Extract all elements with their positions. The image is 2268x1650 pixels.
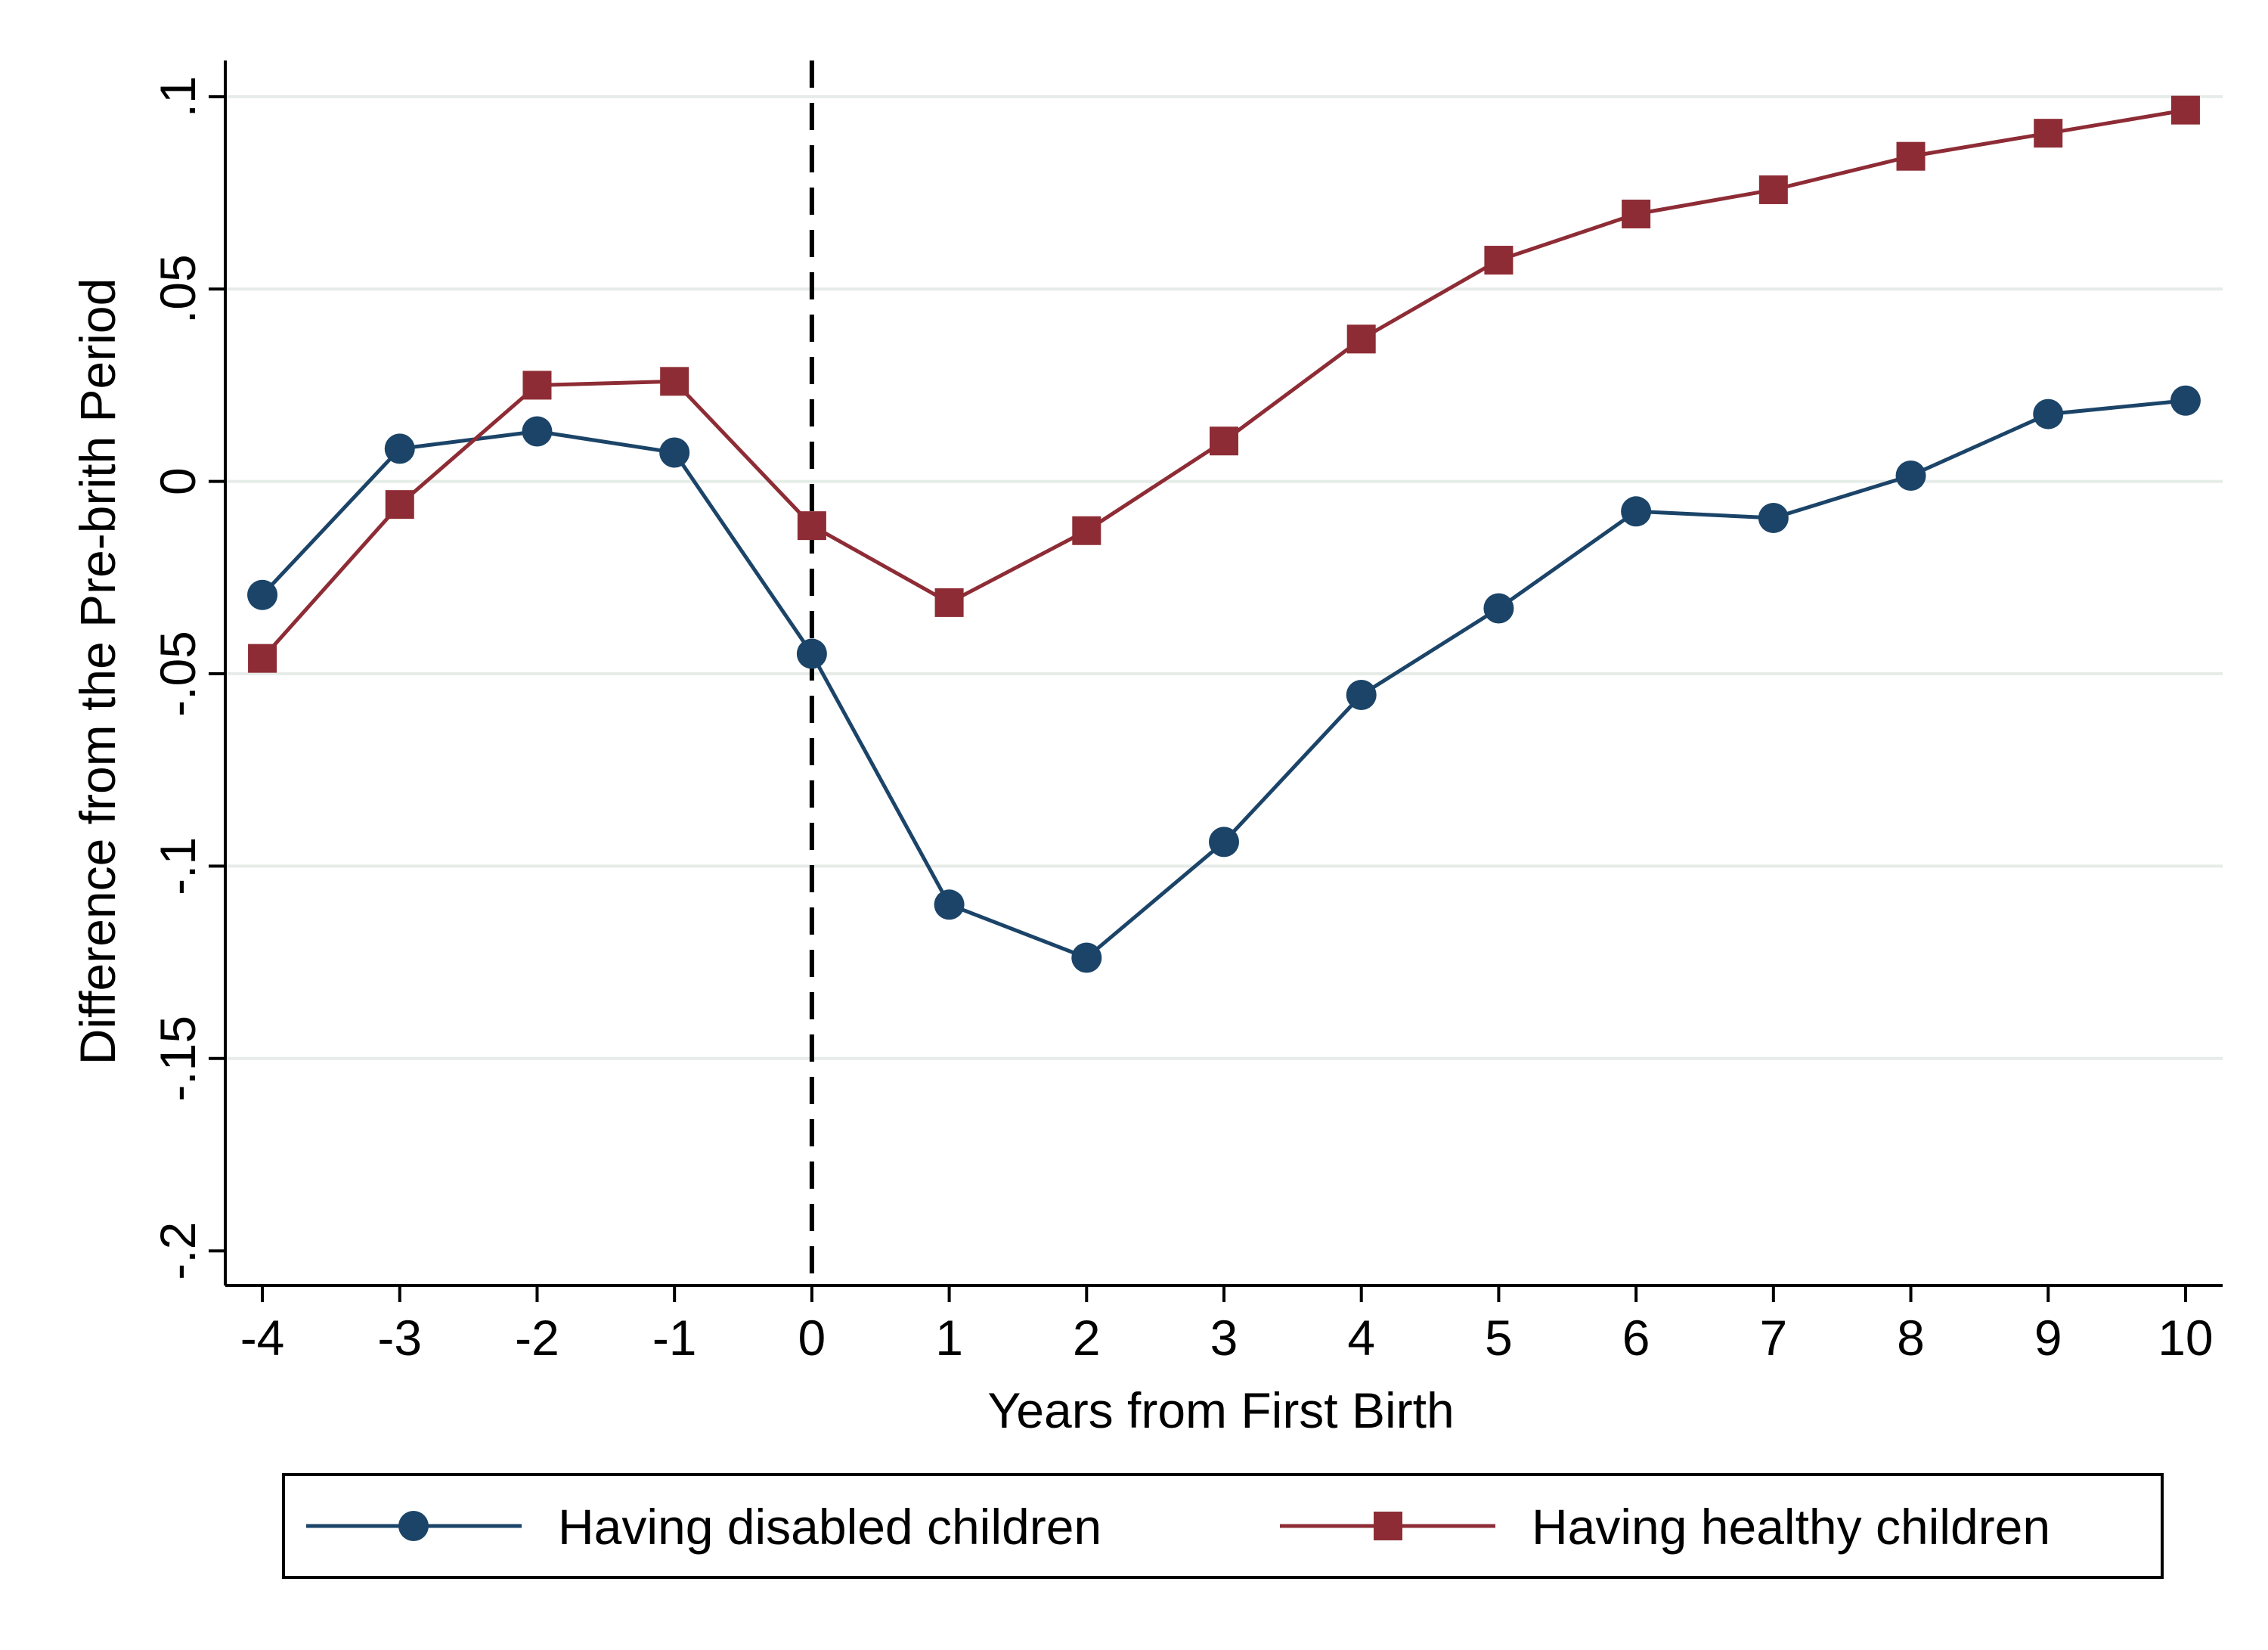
x-tick-label: -4 [240, 1310, 285, 1366]
y-tick-label: -.2 [150, 1222, 206, 1280]
data-point [1210, 426, 1238, 456]
legend-label: Having healthy children [1532, 1499, 2050, 1555]
x-tick-label: 0 [798, 1310, 826, 1366]
series-line [261, 399, 2186, 960]
data-point [385, 490, 414, 520]
series-layer [247, 95, 2201, 973]
legend-item-disabled: Having disabled children [306, 1499, 1101, 1555]
data-point [1209, 827, 1239, 858]
data-point [1483, 593, 1514, 624]
data-point [384, 433, 415, 464]
x-tick-label: 3 [1210, 1310, 1238, 1366]
data-point [1758, 502, 1789, 533]
data-point [660, 367, 689, 396]
data-point [2170, 385, 2201, 416]
data-point [1896, 141, 1926, 171]
y-tick-label: .05 [150, 254, 206, 324]
data-point [1072, 516, 1101, 545]
data-point [1484, 246, 1514, 275]
data-point [1895, 460, 1926, 491]
x-tick-label: 7 [1759, 1310, 1787, 1366]
x-axis-title: Years from First Birth [987, 1382, 1454, 1438]
legend-swatch-marker [1374, 1512, 1402, 1540]
y-axis-ticks: -.2 -.15 -.1 -.05 0 .05 .1 [150, 76, 225, 1280]
y-tick-label: -.15 [150, 1016, 206, 1102]
data-point [1071, 942, 1102, 973]
x-tick-label: 4 [1347, 1310, 1375, 1366]
legend-swatch-marker [398, 1511, 429, 1541]
data-point [1346, 680, 1377, 711]
series-disabled [247, 385, 2201, 973]
data-point [797, 511, 826, 541]
data-point [2033, 399, 2064, 430]
data-point [1621, 496, 1652, 527]
legend: Having disabled children Having healthy … [282, 1473, 2164, 1579]
x-tick-label: 2 [1073, 1310, 1101, 1366]
y-tick-label: .1 [150, 76, 206, 117]
x-tick-label: 10 [2158, 1310, 2213, 1366]
data-point [2170, 95, 2200, 125]
x-tick-label: 8 [1897, 1310, 1925, 1366]
data-point [2034, 119, 2063, 148]
data-point [248, 644, 277, 673]
y-axis-title: Difference from the Pre-brith Period [70, 278, 125, 1065]
legend-label: Having disabled children [558, 1499, 1101, 1555]
y-tick-label: -.1 [150, 837, 206, 895]
x-tick-label: 9 [2034, 1310, 2062, 1366]
x-axis-ticks: -4 -3 -2 -1 0 1 2 3 4 5 6 7 8 9 10 [240, 1286, 2214, 1366]
data-point [247, 579, 278, 610]
data-point [522, 416, 553, 447]
y-tick-label: -.05 [150, 631, 206, 717]
x-tick-label: 6 [1622, 1310, 1650, 1366]
data-point [1758, 175, 1788, 204]
x-tick-label: -3 [377, 1310, 422, 1366]
x-tick-label: 1 [935, 1310, 963, 1366]
legend-box [282, 1473, 2164, 1579]
x-tick-label: 5 [1485, 1310, 1513, 1366]
x-tick-label: -2 [515, 1310, 559, 1366]
data-point [659, 437, 690, 468]
x-tick-label: -1 [652, 1310, 697, 1366]
data-point [522, 371, 552, 400]
data-point [1622, 200, 1651, 229]
series-healthy [248, 95, 2200, 673]
y-tick-label: 0 [150, 467, 206, 495]
data-point [934, 889, 965, 920]
data-point [796, 638, 827, 669]
data-point [1346, 324, 1376, 354]
data-point [934, 588, 964, 617]
legend-item-healthy: Having healthy children [1280, 1499, 2050, 1555]
gridlines [225, 95, 2223, 1060]
